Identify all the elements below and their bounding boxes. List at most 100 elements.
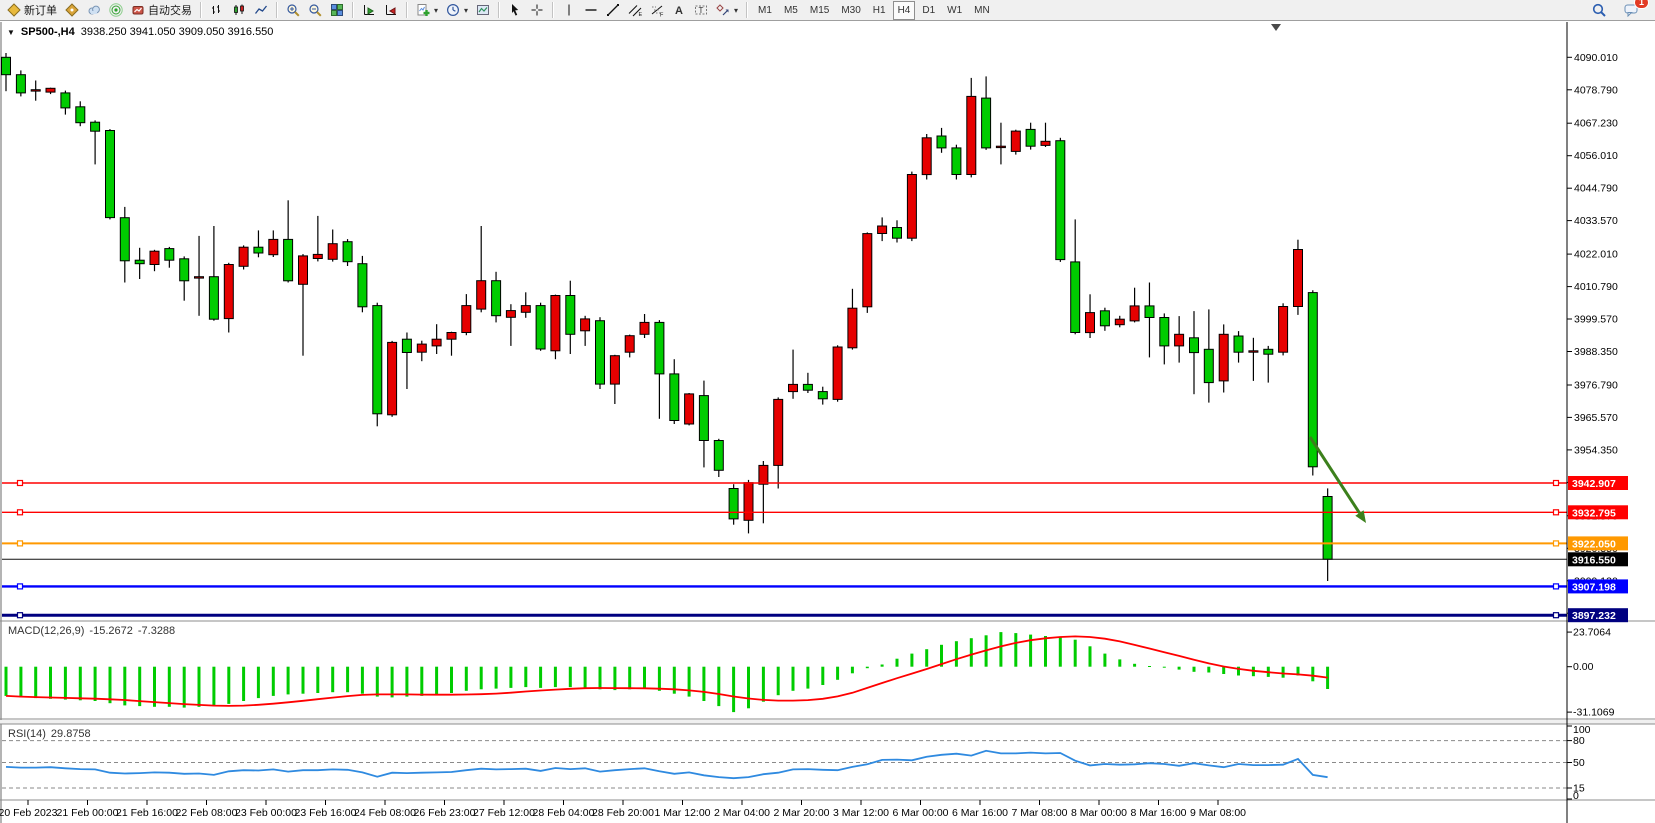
cursor-button[interactable]	[504, 1, 526, 20]
candle-body	[208, 276, 219, 320]
main-plot-area[interactable]	[2, 22, 1567, 621]
macd-axis-label: -31.1069	[1573, 707, 1615, 719]
search-button[interactable]	[1588, 1, 1610, 20]
support-line-blue-handle[interactable]	[1552, 583, 1560, 590]
support-line-navy-handle[interactable]	[16, 612, 24, 619]
timeframe-button-d1[interactable]: D1	[922, 4, 936, 16]
zoom-in-button[interactable]	[282, 1, 304, 20]
support-line-blue-handle[interactable]	[16, 583, 24, 590]
text-label-button[interactable]: T	[690, 1, 712, 20]
price-axis-label: 4067.230	[1574, 118, 1618, 130]
timeframe-button-m5[interactable]: M5	[783, 4, 798, 16]
shapes-icon	[716, 4, 729, 16]
chat-button[interactable]: 1	[1620, 0, 1649, 20]
chart-shift-button[interactable]	[358, 1, 380, 20]
arrows-button[interactable]: ▾	[712, 1, 742, 20]
resistance-line-red-1-handle[interactable]	[16, 479, 24, 487]
macd-histogram-bar	[271, 666, 275, 696]
support-line-orange-handle[interactable]	[1552, 540, 1560, 547]
timeframe-button-w1[interactable]: W1	[947, 4, 963, 16]
macd-histogram-bar	[182, 666, 186, 708]
timeframe-button-m30[interactable]: M30	[841, 4, 861, 16]
macd-histogram-bar	[256, 666, 260, 699]
macd-histogram-bar	[1207, 666, 1211, 673]
candle-body	[194, 276, 204, 279]
autotrade-button[interactable]: 自动交易	[127, 1, 196, 20]
shift-icon	[364, 5, 374, 15]
timeframe-button-m1[interactable]: M1	[758, 4, 772, 16]
resistance-line-red-2-price-flag	[1568, 505, 1628, 520]
candle-body	[669, 373, 680, 421]
chart-shift-marker	[1271, 24, 1281, 31]
macd-plot-area[interactable]	[2, 622, 1567, 719]
macd-histogram-bar	[1222, 666, 1226, 674]
toolbar-separator	[552, 2, 555, 18]
macd-histogram-bar	[940, 644, 943, 667]
support-line-orange-handle[interactable]	[16, 540, 24, 547]
auto-scroll-button[interactable]	[380, 1, 402, 20]
zoom-out-button[interactable]	[304, 1, 326, 20]
support-line-navy-price-flag	[1568, 608, 1628, 623]
macd-histogram-bar	[123, 666, 127, 706]
timeframe-button-m15[interactable]: M15	[809, 4, 830, 16]
price-axis-label: 3976.790	[1574, 380, 1618, 392]
equidistant-channel-button[interactable]: E	[624, 1, 646, 20]
resistance-line-red-2-handle[interactable]	[16, 509, 24, 516]
trendline-button[interactable]	[602, 1, 624, 20]
open-account-button[interactable]	[61, 1, 83, 20]
rsi-line	[5, 749, 1328, 780]
add-indicator-button[interactable]: ▾	[412, 1, 442, 20]
signals-button[interactable]	[105, 1, 127, 20]
macd-histogram-bar	[450, 666, 453, 693]
down-arrow-annotation-head[interactable]	[1355, 510, 1366, 523]
candle-body	[401, 338, 412, 354]
periods-button[interactable]: ▾	[442, 1, 472, 20]
svg-text:F: F	[660, 13, 664, 18]
template-icon	[477, 5, 490, 15]
fibonacci-button[interactable]: F	[646, 1, 668, 20]
candle-body	[1144, 305, 1155, 318]
macd-histogram-bar	[1088, 646, 1092, 667]
toolbar: 新订单 自动交易 ▾ ▾ E F A T ▾ M1 M5 M15 M30 H1 H4 D1 W1 MN 1	[0, 0, 1655, 21]
macd-histogram-bar	[1118, 659, 1122, 667]
text-button[interactable]: A	[668, 1, 690, 20]
toolbar-separator	[498, 2, 501, 18]
time-axis-label: 27 Feb 12:00	[473, 807, 535, 819]
bar-chart-button[interactable]	[206, 1, 228, 20]
resistance-line-red-2-handle[interactable]	[1552, 509, 1560, 516]
new-order-button[interactable]: 新订单	[3, 1, 61, 20]
macd-histogram-bar	[643, 666, 646, 689]
price-axis-label: 3954.350	[1574, 444, 1618, 456]
resistance-line-red-1-handle[interactable]	[1552, 479, 1560, 487]
panel-splitter[interactable]	[0, 720, 1655, 724]
candlestick-chart-button[interactable]	[228, 1, 250, 20]
one-click-trading-toggle[interactable]: ▼	[7, 27, 15, 37]
candle-body	[1040, 140, 1051, 146]
support-line-navy-handle[interactable]	[1552, 612, 1560, 619]
down-arrow-annotation[interactable]	[1308, 436, 1361, 514]
macd-histogram-bar	[747, 666, 750, 709]
resistance-line-red-1-price-flag	[1568, 476, 1628, 490]
line-chart-button[interactable]	[250, 1, 272, 20]
crosshair-button[interactable]	[526, 1, 548, 20]
macd-axis-label: 0.00	[1573, 661, 1594, 673]
candle-body	[1025, 128, 1036, 147]
macd-histogram-bar	[1073, 639, 1077, 667]
time-axis-label: 6 Mar 16:00	[952, 807, 1008, 819]
toolbar-separator	[352, 2, 354, 18]
zoom-in-icon	[287, 4, 300, 17]
macd-histogram-bar	[212, 666, 216, 707]
macd-histogram-bar	[568, 666, 572, 688]
tile-windows-button[interactable]	[326, 1, 348, 20]
vertical-line-button[interactable]	[558, 1, 580, 20]
templates-button[interactable]	[472, 1, 494, 20]
timeframe-button-h1[interactable]: H1	[872, 4, 886, 16]
charts-cloud-button[interactable]	[83, 1, 105, 20]
timeframe-button-mn[interactable]: MN	[974, 4, 990, 16]
horizontal-line-button[interactable]	[580, 1, 602, 20]
candle-body	[624, 335, 635, 353]
candle-body	[342, 241, 353, 263]
timeframe-button-h4[interactable]: H4	[892, 0, 916, 20]
macd-histogram-bar	[539, 666, 543, 688]
